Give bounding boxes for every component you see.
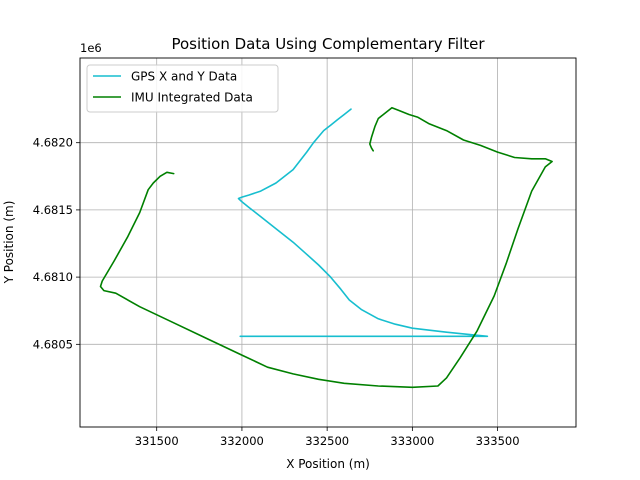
chart-title: Position Data Using Complementary Filter (171, 35, 485, 53)
x-tick-label: 332000 (220, 434, 264, 448)
x-tick-label: 331500 (135, 434, 179, 448)
series-line-gps (237, 108, 489, 338)
x-axis-label: X Position (m) (286, 457, 370, 471)
legend-box (86, 64, 279, 113)
y-tick-label: 4.6810 (33, 270, 73, 284)
x-tick-label: 333500 (476, 434, 520, 448)
y-axis-label: Y Position (m) (2, 201, 16, 285)
y-offset-label: 1e6 (80, 41, 102, 55)
x-ticks: 331500 332000 332500 333000 333500 (135, 427, 520, 448)
series-line-imu (99, 106, 553, 389)
x-tick-label: 333000 (390, 434, 434, 448)
legend: GPS X and Y Data IMU Integrated Data (86, 64, 279, 113)
y-tick-label: 4.6815 (33, 203, 73, 217)
y-tick-label: 4.6805 (33, 337, 73, 351)
grid (80, 58, 576, 427)
x-tick-label: 332500 (305, 434, 349, 448)
plot-frame (79, 57, 577, 428)
legend-label-gps: GPS X and Y Data (131, 70, 237, 84)
series-lines (99, 106, 553, 389)
legend-label-imu: IMU Integrated Data (131, 91, 253, 105)
y-tick-label: 4.6820 (33, 136, 73, 150)
y-ticks: 4.6805 4.6810 4.6815 4.6820 (33, 136, 80, 351)
